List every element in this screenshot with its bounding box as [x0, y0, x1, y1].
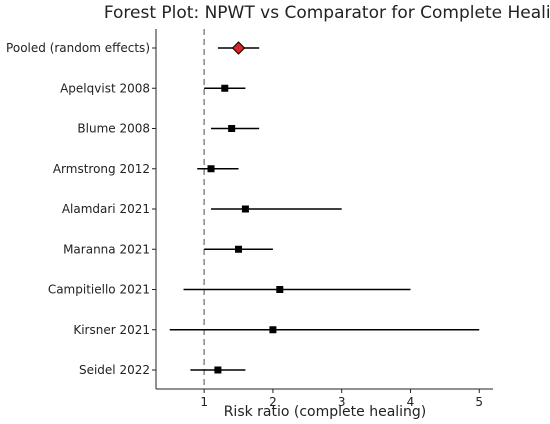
study-estimate-square [276, 286, 284, 293]
x-tick-label: 4 [407, 395, 415, 409]
study-estimate-square [207, 165, 215, 173]
study-estimate-square [235, 245, 243, 253]
study-labels: Pooled (random effects) Apelqvist 2008 Blu… [6, 41, 156, 377]
x-tick-label: 5 [475, 395, 483, 409]
study-estimate-square [228, 125, 236, 132]
study-label: Maranna 2021 [63, 242, 150, 256]
study-estimate-square [214, 366, 222, 374]
x-axis-label: Risk ratio (complete healing) [224, 404, 427, 420]
study-label: Kirsner 2021 [73, 323, 150, 337]
chart-title: Forest Plot: NPWT vs Comparator for Comp… [104, 3, 550, 23]
x-tick-label: 2 [269, 395, 277, 409]
plot-area [169, 29, 480, 389]
study-label: Armstrong 2012 [53, 162, 150, 176]
x-axis-ticks: 1 2 3 4 5 [200, 389, 483, 409]
study-label: Pooled (random effects) [6, 41, 150, 55]
study-estimate-square [221, 84, 229, 92]
study-estimate-square [241, 205, 249, 213]
study-label: Blume 2008 [77, 122, 150, 136]
study-estimate-square [269, 326, 277, 334]
x-tick-label: 3 [338, 395, 346, 409]
study-label: Campitiello 2021 [48, 283, 150, 297]
x-tick-label: 1 [200, 395, 208, 409]
pooled-estimate-diamond [231, 41, 246, 55]
study-label: Seidel 2022 [79, 363, 150, 377]
study-label: Alamdari 2021 [62, 202, 150, 216]
study-label: Apelqvist 2008 [60, 81, 150, 95]
